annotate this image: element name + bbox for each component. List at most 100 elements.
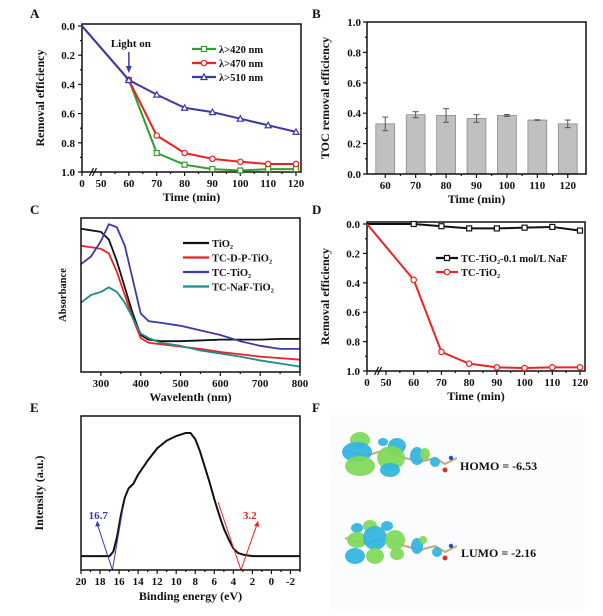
x-tick-label: 100 bbox=[516, 377, 533, 389]
data-point-circle bbox=[548, 364, 556, 371]
panel-letter-e: E bbox=[30, 400, 39, 415]
legend: λ>420 nm λ>470 nm λ>510 nm bbox=[192, 45, 263, 84]
bar bbox=[557, 123, 578, 175]
y-axis-label: TOC removal efficiency bbox=[318, 37, 332, 159]
plot-frame bbox=[81, 23, 302, 173]
nitrogen-atom bbox=[448, 543, 454, 549]
oxygen-atom bbox=[442, 467, 448, 473]
orbital-lobe bbox=[419, 536, 427, 544]
data-point-square bbox=[410, 220, 417, 228]
series-line bbox=[81, 25, 297, 133]
y-tick-label: 0.8 bbox=[61, 138, 75, 150]
onset-arrow-line bbox=[96, 523, 113, 571]
x-tick-label: 90 bbox=[207, 178, 219, 190]
x-axis-label: Binding energy (eV) bbox=[139, 589, 242, 603]
axis-break-mark bbox=[373, 366, 380, 376]
legend: TC-TiO₂-0.1 mol/L NaF TC-TiO₂ bbox=[436, 254, 568, 279]
cutoff-arrow-line bbox=[240, 523, 258, 571]
cutoff-tangent-line bbox=[217, 502, 242, 571]
x-tick-label: 110 bbox=[529, 180, 545, 192]
arrow-head-icon bbox=[125, 66, 132, 73]
x-tick-label: 400 bbox=[132, 378, 149, 390]
data-point-square bbox=[576, 227, 584, 234]
legend-label: TC-TiO₂ bbox=[461, 268, 500, 279]
data-point-triangle bbox=[208, 107, 217, 116]
legend-label: TC-D-P-TiO₂ bbox=[212, 254, 272, 265]
orbital-lobe bbox=[420, 448, 430, 460]
orbital-background bbox=[330, 415, 585, 610]
x-tick-label: 8 bbox=[193, 576, 199, 588]
data-point-circle bbox=[264, 160, 272, 168]
x-tick-label: 80 bbox=[179, 178, 191, 190]
x-axis-label: Time (min) bbox=[447, 389, 504, 403]
x-tick-label: 0 bbox=[269, 576, 275, 588]
x-tick-label: 90 bbox=[491, 377, 503, 389]
data-point-square bbox=[181, 161, 188, 168]
panel-letter-c: C bbox=[30, 202, 39, 217]
data-point-circle bbox=[438, 348, 445, 356]
series-1 bbox=[366, 223, 584, 372]
series-line-3 bbox=[80, 286, 301, 368]
arrow-head-icon bbox=[95, 520, 101, 527]
x-tick-label: 100 bbox=[499, 180, 516, 192]
x-tick-label: 800 bbox=[292, 378, 309, 390]
series-line bbox=[367, 223, 581, 232]
bar bbox=[375, 123, 396, 175]
x-tick-label: 110 bbox=[260, 178, 276, 190]
series-line-2 bbox=[80, 223, 300, 350]
orbital-lobe bbox=[351, 523, 363, 533]
data-point-circle bbox=[576, 364, 584, 371]
panel-f: HOMO = -6.53 LUMO = -2.16 bbox=[330, 415, 585, 610]
x-tick-label: 60 bbox=[408, 377, 420, 389]
x-tick-label: 10 bbox=[171, 576, 183, 588]
legend-label: λ>510 nm bbox=[219, 73, 263, 84]
orbital-lobe bbox=[345, 456, 375, 476]
axis-break-mark bbox=[376, 366, 383, 376]
data-point-square bbox=[521, 224, 528, 231]
orbital-lobe bbox=[432, 547, 442, 557]
data-point-square bbox=[209, 165, 216, 173]
series-2 bbox=[81, 25, 301, 135]
legend-label: λ>470 nm bbox=[219, 59, 263, 70]
orbital-lobe bbox=[347, 532, 367, 548]
data-point-triangle bbox=[236, 114, 245, 122]
annotation-3-2: 3.2 bbox=[243, 510, 257, 522]
axis-break-mark bbox=[88, 167, 95, 177]
x-tick-label: 70 bbox=[436, 377, 448, 389]
y-tick-label: 0.4 bbox=[61, 79, 75, 91]
panel-a: 0.0 0.2 0.4 0.6 0.8 1.0 0 50 60 70 80 90 100 110 120 Ti… bbox=[33, 21, 305, 204]
series-line bbox=[366, 223, 580, 370]
x-tick-label: 60 bbox=[380, 180, 392, 192]
nitrogen-atom bbox=[448, 455, 454, 461]
orbital-lobe bbox=[380, 463, 400, 477]
x-tick-label: 600 bbox=[212, 378, 229, 390]
panel-d: 0.0 0.2 0.4 0.6 0.8 1.0 0 50 60 70 80 90 100 110 120 Ti… bbox=[318, 219, 589, 403]
orbital-lobe bbox=[381, 521, 393, 531]
data-point-square bbox=[153, 149, 160, 157]
data-point-circle bbox=[236, 158, 244, 166]
data-point-square bbox=[200, 45, 208, 53]
plot-frame bbox=[80, 217, 301, 373]
legend-label: TC-TiO₂-0.1 mol/L NaF bbox=[461, 254, 568, 265]
y-axis-label: Intensity (a.u.) bbox=[32, 455, 46, 530]
lumo-orbital bbox=[344, 520, 458, 564]
data-point-square bbox=[265, 165, 272, 173]
data-point-triangle bbox=[291, 127, 301, 135]
light-on-annotation: Light on bbox=[111, 38, 151, 50]
data-point-triangle bbox=[152, 90, 161, 98]
data-point-circle bbox=[181, 149, 188, 157]
x-tick-label: 120 bbox=[572, 377, 589, 389]
x-tick-label: 100 bbox=[232, 178, 249, 190]
x-tick-label: 12 bbox=[152, 576, 164, 588]
orbital-lobe bbox=[363, 526, 387, 550]
x-tick-label: 80 bbox=[464, 377, 476, 389]
y-tick-label: 1.0 bbox=[347, 17, 361, 29]
data-point-triangle bbox=[180, 103, 189, 111]
legend: TiO₂ TC-D-P-TiO₂ TC-TiO₂ TC-NaF-TiO₂ bbox=[183, 239, 274, 294]
y-tick-label: 0.0 bbox=[61, 21, 75, 33]
x-tick-label: 50 bbox=[381, 377, 393, 389]
spectrum-line bbox=[81, 431, 300, 558]
legend-label: λ>420 nm bbox=[219, 45, 263, 56]
y-tick-label: 0.8 bbox=[347, 47, 361, 59]
y-tick-label: 0.6 bbox=[346, 307, 360, 319]
